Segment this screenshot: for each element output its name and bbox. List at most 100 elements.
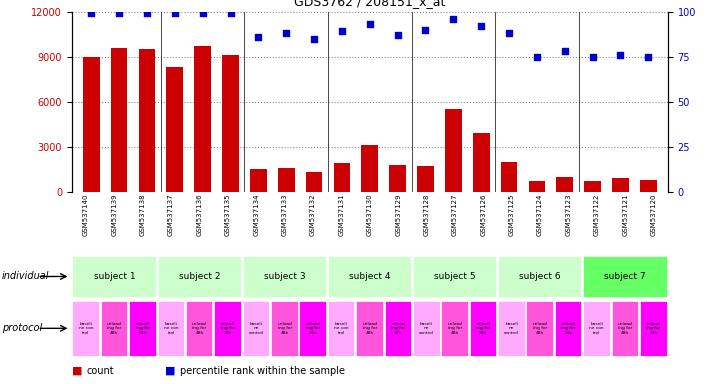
- FancyBboxPatch shape: [157, 256, 241, 297]
- FancyBboxPatch shape: [328, 256, 411, 297]
- Text: unload
ing for
48h: unload ing for 48h: [192, 322, 207, 334]
- Text: subject 2: subject 2: [179, 272, 220, 281]
- Text: baseli
ne con
trol: baseli ne con trol: [79, 322, 93, 334]
- FancyBboxPatch shape: [243, 301, 269, 356]
- Point: [253, 34, 264, 40]
- Text: ■: ■: [165, 366, 176, 376]
- Point: [169, 10, 181, 17]
- FancyBboxPatch shape: [214, 301, 241, 356]
- FancyBboxPatch shape: [526, 301, 553, 356]
- FancyBboxPatch shape: [73, 256, 156, 297]
- Text: GSM537129: GSM537129: [395, 194, 401, 236]
- FancyBboxPatch shape: [612, 301, 638, 356]
- FancyBboxPatch shape: [385, 301, 411, 356]
- Point: [113, 10, 125, 17]
- Text: reload
ing for
24h: reload ing for 24h: [476, 322, 490, 334]
- Bar: [250, 169, 266, 192]
- FancyBboxPatch shape: [498, 301, 525, 356]
- Text: GSM537128: GSM537128: [424, 194, 429, 236]
- Text: percentile rank within the sample: percentile rank within the sample: [180, 366, 345, 376]
- Text: GSM537122: GSM537122: [594, 194, 600, 236]
- Point: [559, 48, 570, 54]
- FancyBboxPatch shape: [640, 301, 666, 356]
- Bar: [556, 177, 573, 192]
- Text: reload
ing for
24h: reload ing for 24h: [136, 322, 150, 334]
- Text: reload
ing for
24h: reload ing for 24h: [646, 322, 661, 334]
- Bar: [417, 166, 434, 192]
- FancyBboxPatch shape: [299, 301, 326, 356]
- Point: [308, 36, 320, 42]
- FancyBboxPatch shape: [129, 301, 156, 356]
- FancyBboxPatch shape: [356, 301, 383, 356]
- Bar: [334, 164, 350, 192]
- Text: reload
ing for
24h: reload ing for 24h: [391, 322, 405, 334]
- Point: [447, 16, 459, 22]
- Text: unload
ing for
48h: unload ing for 48h: [363, 322, 377, 334]
- Text: unload
ing for
48h: unload ing for 48h: [447, 322, 462, 334]
- Text: individual: individual: [2, 271, 50, 281]
- FancyBboxPatch shape: [583, 301, 610, 356]
- FancyBboxPatch shape: [328, 301, 355, 356]
- FancyBboxPatch shape: [413, 256, 496, 297]
- Bar: [528, 182, 545, 192]
- Text: reload
ing for
24h: reload ing for 24h: [220, 322, 235, 334]
- Text: unload
ing for
48h: unload ing for 48h: [277, 322, 292, 334]
- Point: [364, 21, 376, 27]
- Text: unload
ing for
48h: unload ing for 48h: [107, 322, 122, 334]
- Bar: [612, 179, 629, 192]
- Point: [475, 23, 487, 29]
- Text: GSM537136: GSM537136: [197, 194, 202, 237]
- Point: [141, 10, 153, 17]
- Point: [420, 26, 432, 33]
- Text: GSM537132: GSM537132: [310, 194, 316, 236]
- Point: [587, 53, 598, 60]
- Point: [392, 32, 404, 38]
- Bar: [445, 109, 462, 192]
- Text: reload
ing for
24h: reload ing for 24h: [561, 322, 576, 334]
- Text: unload
ing for
48h: unload ing for 48h: [617, 322, 633, 334]
- Bar: [83, 56, 100, 192]
- Text: GSM537130: GSM537130: [367, 194, 373, 237]
- Bar: [306, 172, 322, 192]
- FancyBboxPatch shape: [442, 301, 468, 356]
- Bar: [389, 165, 406, 192]
- Text: baseli
ne
control: baseli ne control: [248, 322, 264, 334]
- FancyBboxPatch shape: [157, 301, 184, 356]
- FancyBboxPatch shape: [413, 301, 439, 356]
- Bar: [167, 67, 183, 192]
- Point: [643, 53, 654, 60]
- Text: ■: ■: [72, 366, 83, 376]
- Point: [336, 28, 348, 35]
- Text: protocol: protocol: [2, 323, 42, 333]
- FancyBboxPatch shape: [101, 301, 127, 356]
- Text: GSM537123: GSM537123: [565, 194, 572, 236]
- Text: count: count: [86, 366, 113, 376]
- FancyBboxPatch shape: [470, 301, 496, 356]
- Text: reload
ing for
24h: reload ing for 24h: [306, 322, 320, 334]
- Text: GDS3762 / 208151_x_at: GDS3762 / 208151_x_at: [294, 0, 445, 8]
- Text: subject 5: subject 5: [434, 272, 476, 281]
- Text: GSM537125: GSM537125: [508, 194, 515, 236]
- Text: GSM537120: GSM537120: [651, 194, 656, 236]
- Bar: [278, 168, 294, 192]
- FancyBboxPatch shape: [583, 256, 666, 297]
- FancyBboxPatch shape: [555, 301, 582, 356]
- Text: subject 7: subject 7: [605, 272, 646, 281]
- FancyBboxPatch shape: [271, 301, 298, 356]
- Text: GSM537134: GSM537134: [253, 194, 259, 236]
- Text: subject 4: subject 4: [349, 272, 391, 281]
- Point: [503, 30, 515, 36]
- Bar: [500, 162, 518, 192]
- Text: GSM537135: GSM537135: [225, 194, 231, 236]
- FancyBboxPatch shape: [73, 301, 99, 356]
- FancyBboxPatch shape: [498, 256, 582, 297]
- Text: GSM537138: GSM537138: [140, 194, 146, 237]
- Text: GSM537126: GSM537126: [480, 194, 486, 236]
- Text: baseli
ne con
trol: baseli ne con trol: [164, 322, 179, 334]
- Text: GSM537127: GSM537127: [452, 194, 458, 236]
- Point: [85, 10, 97, 17]
- Text: baseli
ne con
trol: baseli ne con trol: [334, 322, 349, 334]
- Text: baseli
ne
control: baseli ne control: [419, 322, 434, 334]
- Bar: [139, 49, 155, 192]
- Text: baseli
ne
control: baseli ne control: [504, 322, 519, 334]
